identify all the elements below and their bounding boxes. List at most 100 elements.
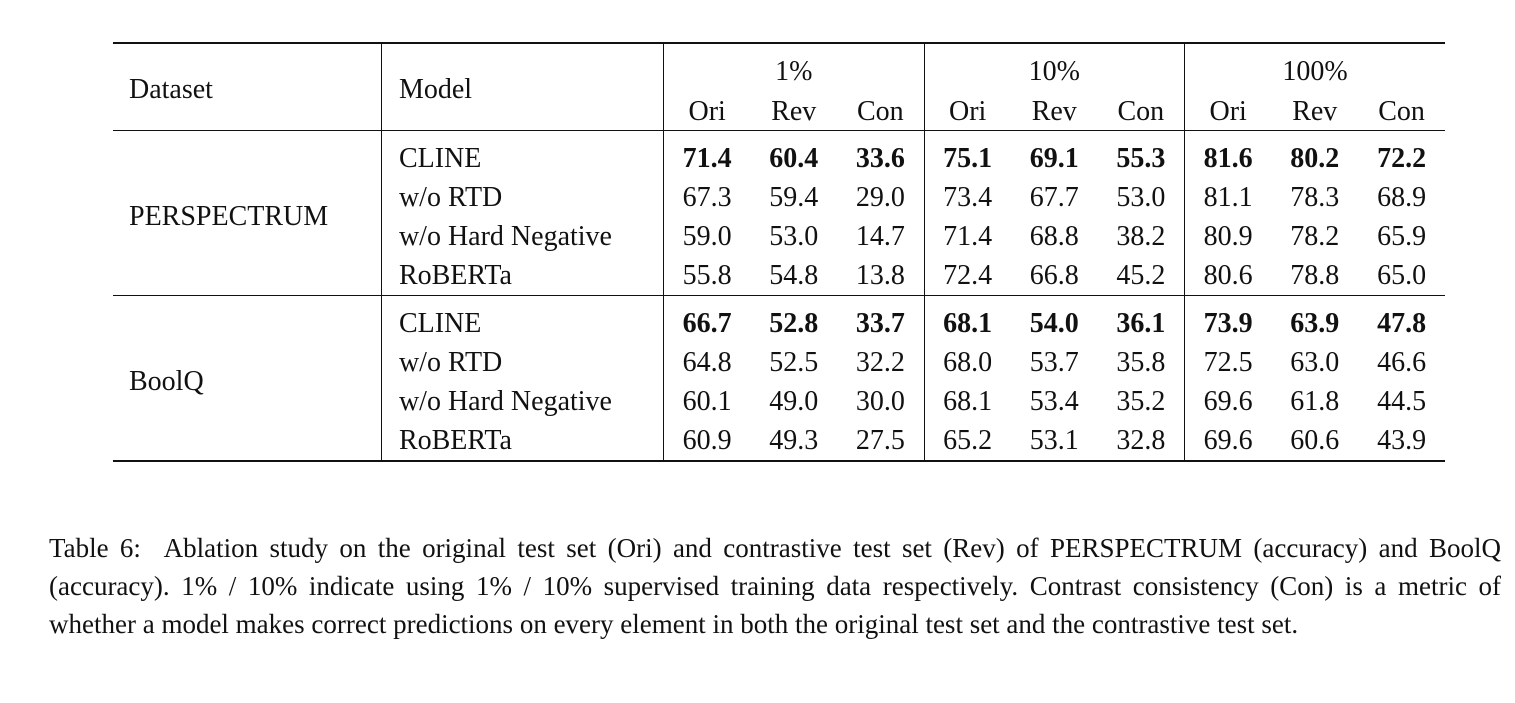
score-cell: 72.2 xyxy=(1377,142,1427,174)
score-cell: 65.9 xyxy=(1377,220,1427,252)
score-cell: 69.1 xyxy=(1029,142,1079,174)
score-cell: 65.2 xyxy=(923,421,1011,462)
score-cell: 63.0 xyxy=(1290,346,1340,378)
score-cell: 72.5 xyxy=(1184,343,1272,382)
header-sub-con: Con xyxy=(1117,96,1165,127)
model-name: w/o Hard Negative xyxy=(380,217,664,256)
score-cell: 81.6 xyxy=(1184,139,1272,178)
header-sub-ori: Ori xyxy=(1184,94,1272,131)
score-cell: 55.3 xyxy=(1116,142,1166,174)
table-row: w/o Hard Negative 59.0 53.0 14.7 71.4 68.8 38.… xyxy=(113,217,1445,256)
header-group-1pct: 1% xyxy=(663,43,924,94)
score-cell: 53.0 xyxy=(1116,181,1166,213)
score-cell: 68.9 xyxy=(1377,181,1427,213)
score-cell: 54.8 xyxy=(769,259,819,291)
header-sub-rev: Rev xyxy=(771,96,817,127)
score-cell: 60.4 xyxy=(769,142,819,174)
score-cell: 73.4 xyxy=(923,178,1011,217)
score-cell: 32.2 xyxy=(855,346,905,378)
table-row: RoBERTa 60.9 49.3 27.5 65.2 53.1 32.8 69.6 60.6 4… xyxy=(113,421,1445,462)
score-cell: 78.3 xyxy=(1290,181,1340,213)
score-cell: 59.4 xyxy=(769,181,819,213)
model-name: w/o RTD xyxy=(380,343,664,382)
score-cell: 71.4 xyxy=(663,139,751,178)
score-cell: 72.4 xyxy=(923,256,1011,296)
model-name: CLINE xyxy=(380,304,664,343)
table-row: RoBERTa 55.8 54.8 13.8 72.4 66.8 45.2 80.6 78.8 6… xyxy=(113,256,1445,296)
score-cell: 71.4 xyxy=(923,217,1011,256)
table-row: w/o RTD 67.3 59.4 29.0 73.4 67.7 53.0 81.1 78.3 6… xyxy=(113,178,1445,217)
dataset-name: PERSPECTRUM xyxy=(129,201,329,232)
score-cell: 29.0 xyxy=(855,181,905,213)
header-sub-rev: Rev xyxy=(1292,96,1338,127)
score-cell: 60.6 xyxy=(1271,421,1359,462)
score-cell: 52.8 xyxy=(769,307,819,339)
score-cell: 35.2 xyxy=(1116,385,1166,417)
score-cell: 63.9 xyxy=(1290,307,1340,339)
score-cell: 80.2 xyxy=(1290,142,1340,174)
score-cell: 68.1 xyxy=(923,304,1011,343)
model-name: w/o RTD xyxy=(380,178,664,217)
score-cell: 53.1 xyxy=(1010,421,1098,462)
score-cell: 69.6 xyxy=(1184,421,1272,462)
score-cell: 27.5 xyxy=(837,421,924,462)
score-cell: 75.1 xyxy=(923,139,1011,178)
score-cell: 64.8 xyxy=(663,343,751,382)
score-cell: 14.7 xyxy=(855,220,905,252)
header-model: Model xyxy=(380,43,664,131)
score-cell: 55.8 xyxy=(663,256,751,296)
score-cell: 44.5 xyxy=(1377,385,1427,417)
section-spacer xyxy=(113,295,1445,304)
score-cell: 32.8 xyxy=(1097,421,1185,462)
score-cell: 35.8 xyxy=(1116,346,1166,378)
score-cell: 47.8 xyxy=(1377,307,1427,339)
score-cell: 13.8 xyxy=(855,259,905,291)
header-group-10pct: 10% xyxy=(923,43,1185,94)
score-cell: 49.0 xyxy=(769,385,819,417)
dataset-name: BoolQ xyxy=(113,304,382,462)
score-cell: 60.9 xyxy=(663,421,751,462)
score-cell: 30.0 xyxy=(855,385,905,417)
score-cell: 53.4 xyxy=(1029,385,1079,417)
table-row: PERSPECTRUM CLINE 71.4 60.4 33.6 75.1 69.1 55.3… xyxy=(113,139,1445,230)
header-row-groups: Dataset Model 1% 10% 100% xyxy=(113,43,1445,131)
score-cell: 33.6 xyxy=(855,142,905,174)
header-dataset: Dataset xyxy=(129,74,213,105)
score-cell: 53.7 xyxy=(1029,346,1079,378)
score-cell: 66.8 xyxy=(1029,259,1079,291)
score-cell: 67.7 xyxy=(1029,181,1079,213)
caption-text: Ablation study on the original test set … xyxy=(49,533,1501,639)
score-cell: 33.7 xyxy=(855,307,905,339)
score-cell: 36.1 xyxy=(1116,307,1166,339)
model-name: w/o Hard Negative xyxy=(380,382,664,421)
model-name: CLINE xyxy=(380,139,664,178)
score-cell: 78.2 xyxy=(1290,220,1340,252)
header-sub-con: Con xyxy=(856,96,904,127)
header-group-100pct: 100% xyxy=(1184,43,1445,94)
score-cell: 49.3 xyxy=(750,421,838,462)
score-cell: 61.8 xyxy=(1290,385,1340,417)
score-cell: 65.0 xyxy=(1377,259,1427,291)
section-spacer xyxy=(113,130,1445,139)
score-cell: 68.0 xyxy=(923,343,1011,382)
score-cell: 80.6 xyxy=(1184,256,1272,296)
model-name: RoBERTa xyxy=(380,256,664,296)
score-cell: 54.0 xyxy=(1029,307,1079,339)
score-cell: 67.3 xyxy=(663,178,751,217)
score-cell: 60.1 xyxy=(663,382,751,421)
score-cell: 68.1 xyxy=(923,382,1011,421)
header-sub-ori: Ori xyxy=(663,94,751,131)
header-row-subcolumns: Ori Rev Con Ori Rev Con Ori Rev Con xyxy=(113,94,1445,131)
score-cell: 46.6 xyxy=(1377,346,1427,378)
table-row: BoolQ CLINE 66.7 52.8 33.7 68.1 54.0 36.1 73.9 63… xyxy=(113,304,1445,462)
score-cell: 59.0 xyxy=(663,217,751,256)
header-sub-rev: Rev xyxy=(1031,96,1077,127)
ablation-table: Dataset Model 1% 10% 100% Ori Rev Con Or… xyxy=(113,42,1445,462)
score-cell: 73.9 xyxy=(1184,304,1272,343)
score-cell: 81.1 xyxy=(1184,178,1272,217)
table-row: w/o Hard Negative 60.1 49.0 30.0 68.1 53.4 35.… xyxy=(113,382,1445,421)
table-row: w/o RTD 64.8 52.5 32.2 68.0 53.7 35.8 72.5 63.0 4… xyxy=(113,343,1445,382)
score-cell: 52.5 xyxy=(769,346,819,378)
score-cell: 69.6 xyxy=(1184,382,1272,421)
header-sub-ori: Ori xyxy=(923,94,1011,131)
